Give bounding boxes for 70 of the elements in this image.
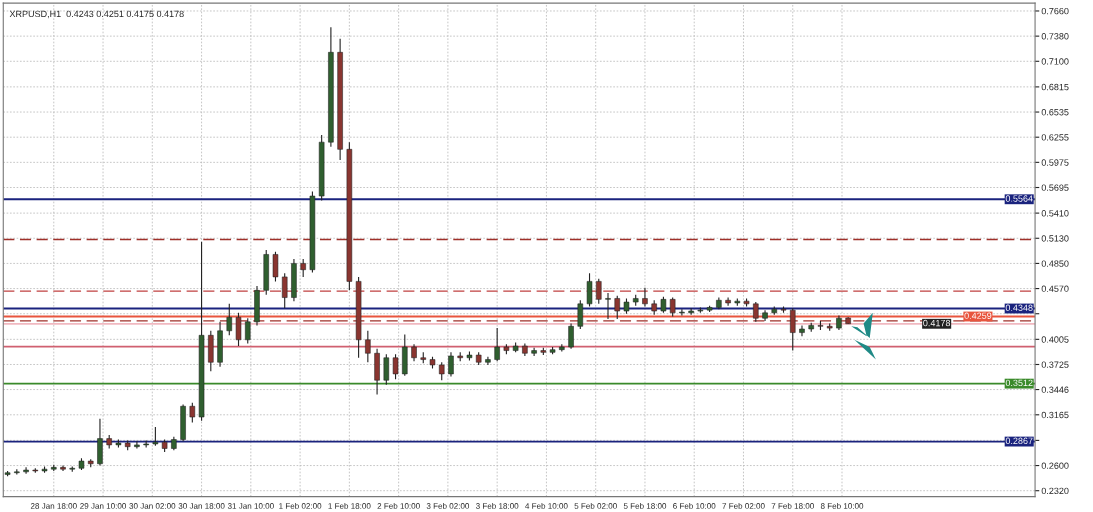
x-tick-label: 4 Feb 10:00 <box>525 502 568 509</box>
candlestick <box>614 295 620 320</box>
x-tick-label: 29 Jan 10:00 <box>80 503 127 509</box>
x-tick-label: 1 Feb 02:00 <box>279 502 322 509</box>
ref-line-label: 0.3512 <box>1005 379 1033 387</box>
y-tick-label: 0.5695 <box>1041 184 1069 191</box>
y-tick-label: 0.2320 <box>1041 487 1069 495</box>
x-tick-label: 28 Jan 18:00 <box>30 503 77 509</box>
candlestick <box>226 303 233 336</box>
candlestick <box>235 312 242 347</box>
candlestick <box>134 440 140 450</box>
y-tick-label: 0.7100 <box>1041 58 1069 65</box>
ref-line-label: 0.4178 <box>923 319 951 327</box>
candlestick <box>586 272 593 308</box>
x-tick-label: 8 Feb 10:00 <box>820 502 864 509</box>
candlestick <box>790 307 796 352</box>
candlestick <box>143 439 149 449</box>
text: XRPUSD,H1 0.4243 0.4251 0.4175 0.4178 <box>9 10 184 19</box>
ref-line-label: 0.5564 <box>1005 195 1033 202</box>
candlestick <box>23 466 29 475</box>
candlestick <box>577 299 584 330</box>
candlestick <box>494 327 500 362</box>
ref-line-label: 0.2867 <box>1005 437 1033 444</box>
y-tick-label: 0.7380 <box>1041 33 1069 40</box>
candlestick <box>568 323 574 350</box>
y-tick-label: 0.4850 <box>1041 260 1069 267</box>
x-tick-label: 31 Jan 10:00 <box>227 503 274 509</box>
candlestick <box>596 278 602 305</box>
y-tick-label: 0.3446 <box>1041 386 1069 393</box>
x-tick-label: 30 Jan 18:00 <box>178 503 225 509</box>
candlestick <box>281 272 288 309</box>
candlestick <box>669 297 676 317</box>
candlestick <box>272 251 279 282</box>
y-tick-label: 0.2600 <box>1041 462 1069 469</box>
x-tick-label: 7 Feb 02:00 <box>722 502 765 509</box>
candlestick <box>152 426 159 447</box>
x-tick-label: 30 Jan 02:00 <box>129 503 176 509</box>
y-tick-label: 0.6815 <box>1041 83 1069 91</box>
y-tick-label: 0.3725 <box>1041 361 1069 368</box>
y-tick-label: 0.3165 <box>1041 411 1069 419</box>
y-tick-label: 0.4570 <box>1041 285 1069 292</box>
candlestick <box>753 301 759 323</box>
candlestick <box>383 353 390 386</box>
x-tick-label: 2 Feb 10:00 <box>377 502 420 509</box>
x-tick-label: 6 Feb 10:00 <box>673 502 716 509</box>
x-tick-label: 3 Feb 18:00 <box>475 502 519 509</box>
candlestick <box>448 351 454 378</box>
y-tick-label: 0.5130 <box>1041 235 1069 242</box>
candlestick <box>688 307 694 316</box>
x-tick-label: 5 Feb 02:00 <box>574 502 617 509</box>
candlestick <box>679 308 685 317</box>
x-tick-label: 3 Feb 02:00 <box>426 502 470 509</box>
candlestick <box>189 402 196 423</box>
y-tick-label: 0.5410 <box>1041 210 1069 217</box>
y-tick-label: 0.6255 <box>1041 134 1069 141</box>
candlestick <box>799 324 805 337</box>
candlestick <box>365 330 371 363</box>
ref-line-label: 0.4259 <box>964 312 992 319</box>
candlestick <box>642 287 648 308</box>
candlestick <box>605 292 611 320</box>
y-tick-label: 0.7660 <box>1041 7 1069 15</box>
candlestick <box>392 353 399 380</box>
candlestick <box>245 317 251 344</box>
y-tick-label: 0.4005 <box>1041 336 1069 343</box>
y-tick-label: 0.6535 <box>1041 109 1069 116</box>
x-tick-label: 1 Feb 18:00 <box>328 502 371 509</box>
x-tick-label: 5 Feb 18:00 <box>623 502 667 509</box>
y-tick-label: 0.5975 <box>1041 159 1069 166</box>
x-tick-label: 7 Feb 18:00 <box>771 502 814 509</box>
ref-line-label: 0.4348 <box>1005 304 1033 311</box>
